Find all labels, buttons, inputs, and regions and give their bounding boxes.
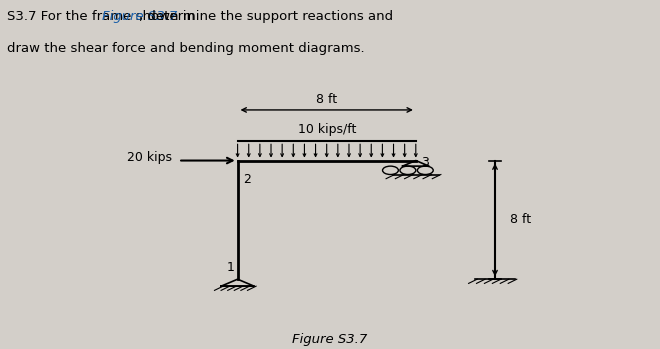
Text: 10 kips/ft: 10 kips/ft: [298, 123, 356, 136]
Text: draw the shear force and bending moment diagrams.: draw the shear force and bending moment …: [7, 42, 364, 55]
Text: 20 kips: 20 kips: [127, 151, 172, 164]
Text: 3: 3: [421, 156, 429, 169]
Text: 8 ft: 8 ft: [510, 213, 531, 227]
Text: 1: 1: [226, 261, 234, 274]
Text: Figure S3.7: Figure S3.7: [292, 333, 368, 346]
Text: , determine the support reactions and: , determine the support reactions and: [139, 10, 393, 23]
Text: 2: 2: [243, 173, 251, 186]
Text: Figure S3.7: Figure S3.7: [102, 10, 177, 23]
Text: 8 ft: 8 ft: [316, 93, 337, 106]
Text: S3.7 For the frame shown in: S3.7 For the frame shown in: [7, 10, 199, 23]
